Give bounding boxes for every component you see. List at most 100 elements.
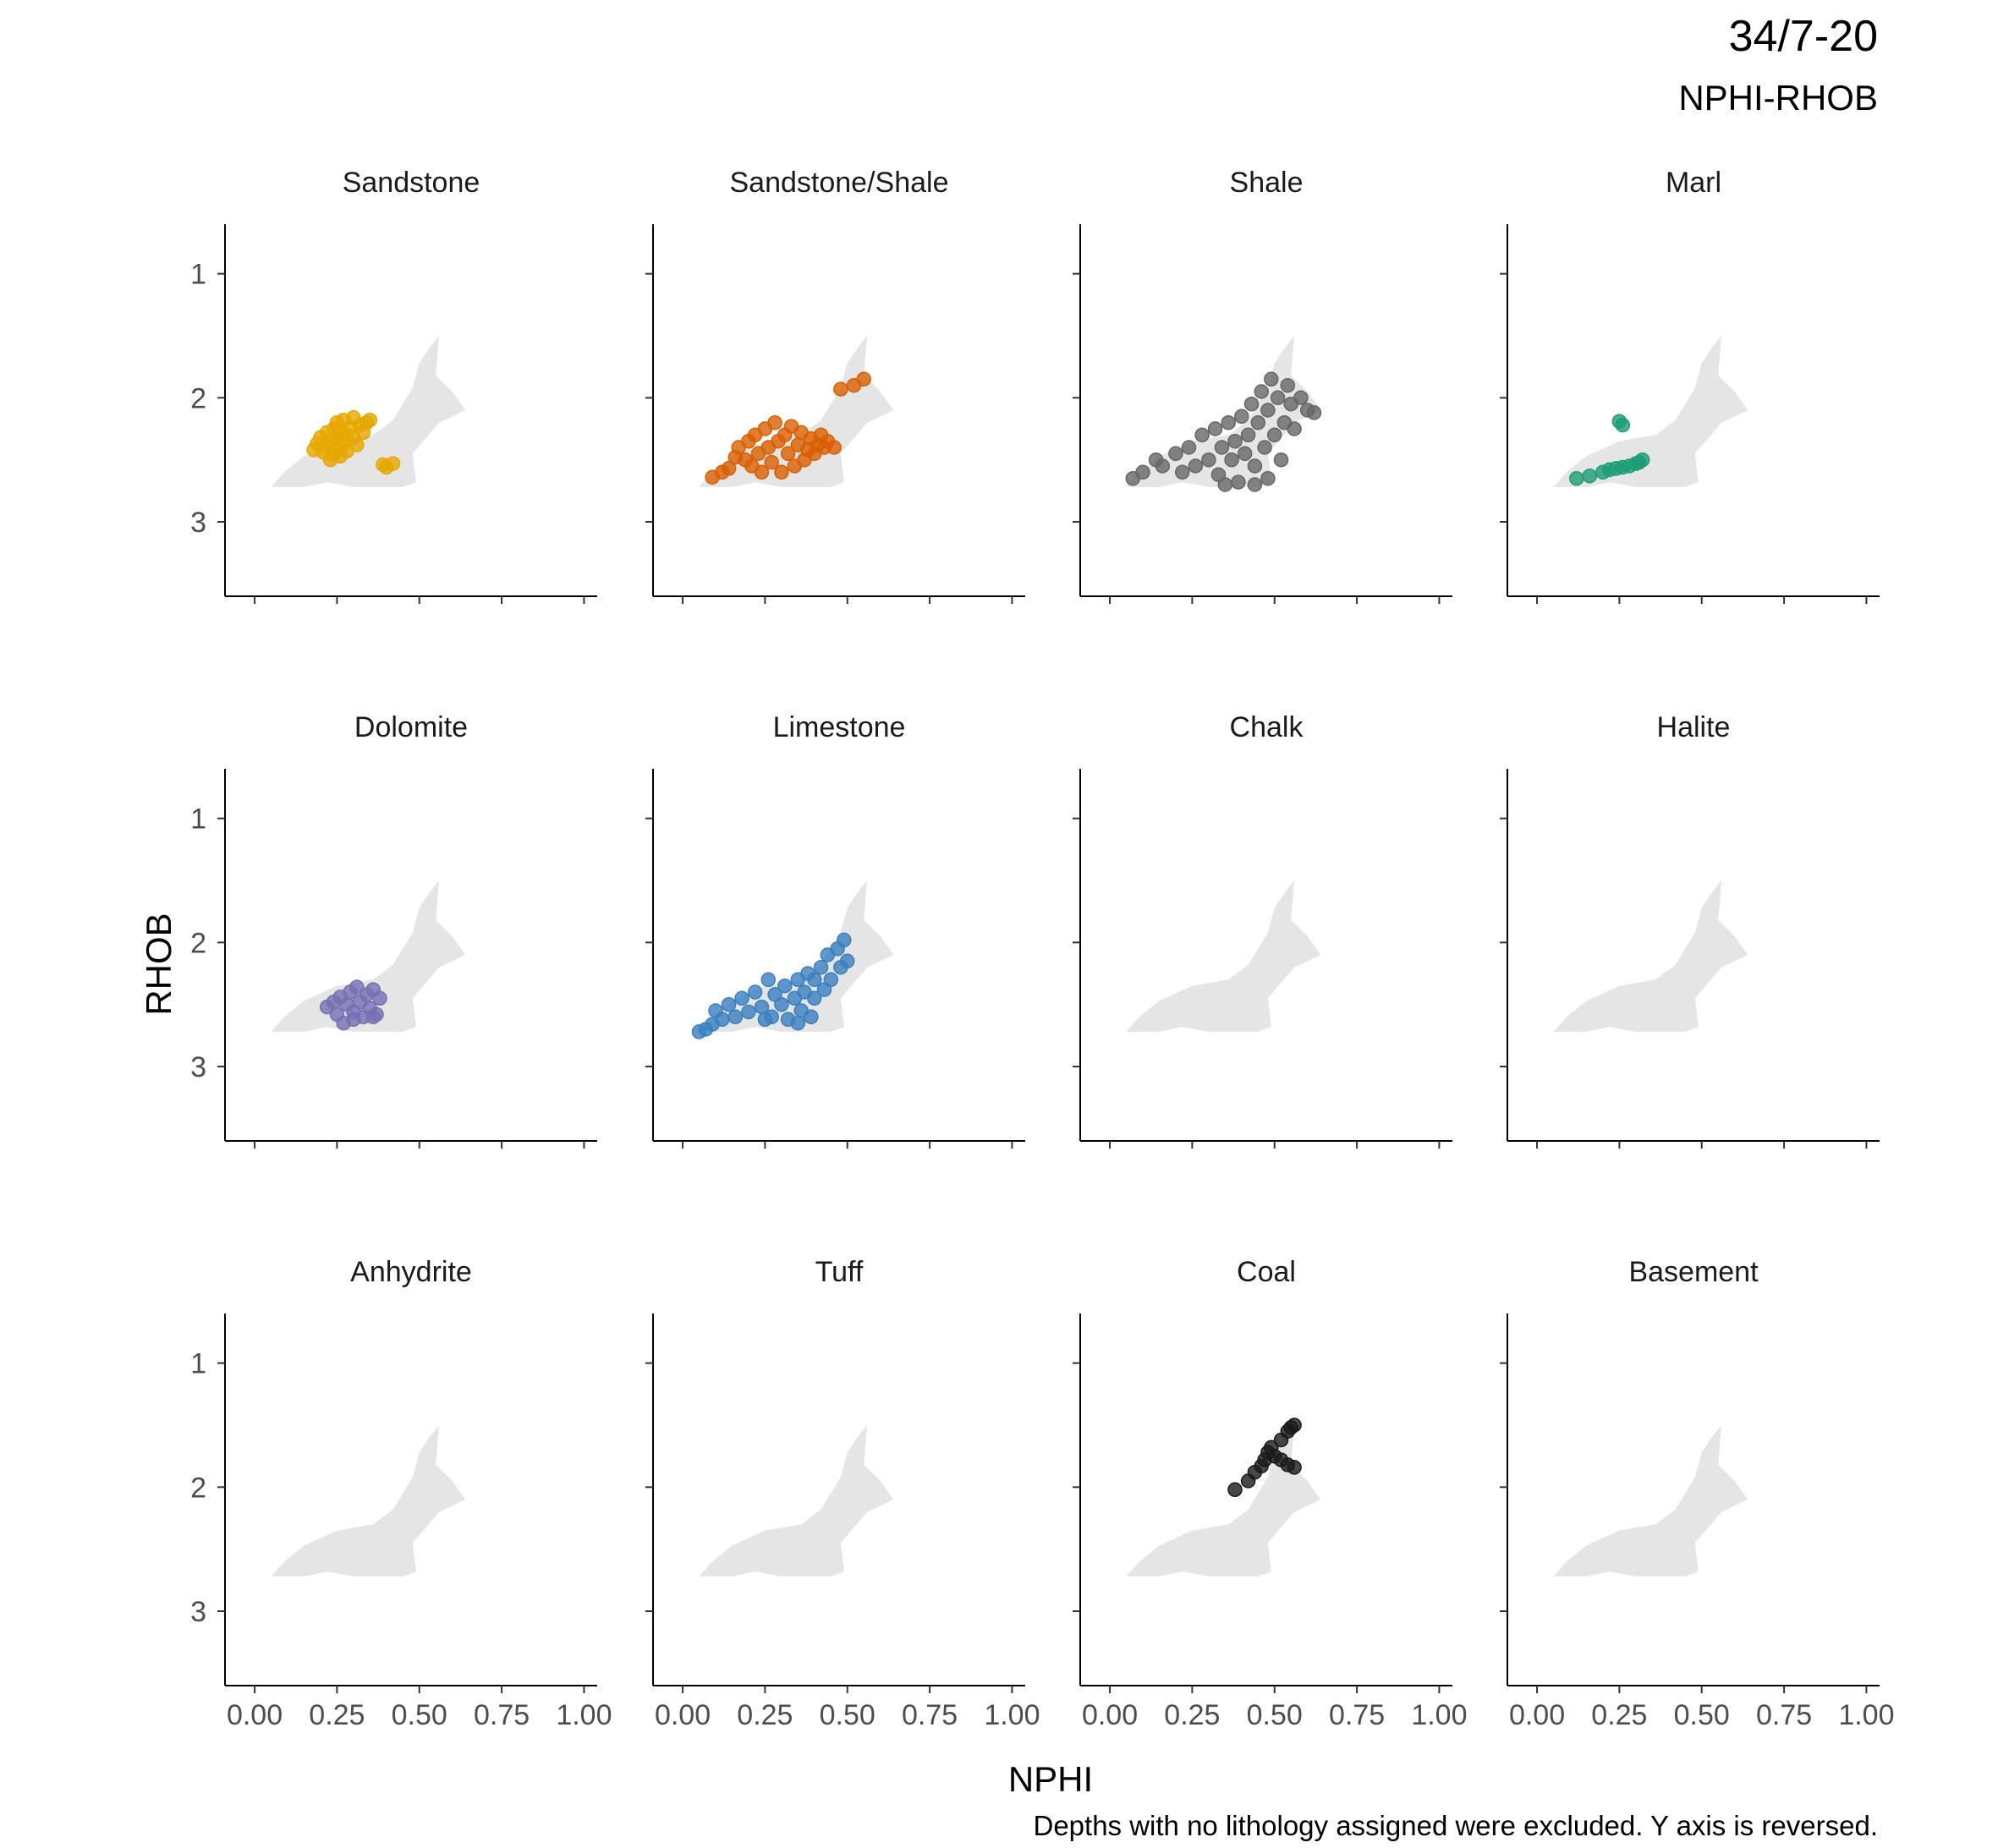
data-point <box>721 461 737 476</box>
data-point <box>790 1015 806 1031</box>
x-tick-label: 0.00 <box>1082 1699 1138 1731</box>
data-point <box>1283 1420 1298 1435</box>
data-point <box>734 990 749 1006</box>
facet-label: Shale <box>1230 167 1304 199</box>
data-point <box>1188 458 1204 474</box>
data-point <box>1207 421 1223 436</box>
y-tick-label: 3 <box>190 1051 206 1083</box>
data-point <box>833 381 848 397</box>
chart-title: 34/7-20 <box>1729 12 1878 61</box>
background-data-extent <box>699 336 894 487</box>
data-point <box>705 469 720 485</box>
background-data-extent <box>1553 880 1748 1032</box>
data-point <box>807 990 822 1006</box>
facet-panels: Sandstone 1 2 3 Sandstone/Shale Shale Marl Dolo… <box>190 167 1894 1731</box>
y-tick-label: 1 <box>190 259 206 291</box>
y-tick-label: 3 <box>190 507 206 539</box>
data-point <box>1260 403 1276 418</box>
y-tick-label: 2 <box>190 927 206 959</box>
x-tick-label: 0.50 <box>820 1699 875 1731</box>
facet-anhydrite: Anhydrite 1 2 3 0.00 0.25 0.50 0.75 1.00 <box>190 1256 612 1731</box>
facet-chalk: Chalk <box>1073 711 1452 1149</box>
x-tick-label: 0.25 <box>1164 1699 1220 1731</box>
data-point <box>1582 468 1598 484</box>
facet-label: Sandstone/Shale <box>730 167 949 199</box>
data-point <box>1266 427 1282 443</box>
data-point <box>362 412 378 428</box>
x-tick-label: 0.50 <box>1674 1699 1730 1731</box>
x-tick-label: 0.00 <box>655 1699 711 1731</box>
facet-sandstone: Sandstone 1 2 3 <box>190 167 597 604</box>
data-point <box>365 1009 381 1025</box>
data-point <box>1174 464 1190 480</box>
data-point <box>1155 458 1171 474</box>
data-point <box>741 1004 756 1020</box>
data-point <box>727 1009 744 1025</box>
facet-label: Marl <box>1666 167 1721 199</box>
data-point <box>823 972 839 988</box>
data-point <box>1250 414 1266 430</box>
y-tick-label: 3 <box>190 1596 206 1628</box>
data-point <box>767 414 782 430</box>
data-point <box>1194 427 1210 443</box>
facet-tuff: Tuff 0.00 0.25 0.50 0.75 1.00 <box>645 1256 1040 1731</box>
background-data-extent <box>1126 880 1321 1032</box>
facet-label: Tuff <box>815 1256 864 1288</box>
x-tick-label: 0.50 <box>1247 1699 1303 1731</box>
data-point <box>757 1012 773 1028</box>
chart-subtitle: NPHI-RHOB <box>1678 78 1878 118</box>
data-point <box>1227 1482 1243 1498</box>
data-point <box>856 371 871 387</box>
y-tick-label: 2 <box>190 382 206 414</box>
data-point <box>1280 377 1296 393</box>
data-point <box>349 437 365 452</box>
data-point <box>715 1012 730 1028</box>
data-point <box>1260 470 1276 486</box>
facet-sandstone-shale: Sandstone/Shale <box>645 167 1025 604</box>
x-tick-label: 1.00 <box>1411 1699 1467 1731</box>
data-point <box>721 996 737 1012</box>
x-tick-label: 0.75 <box>1756 1699 1812 1731</box>
facet-shale: Shale <box>1073 167 1452 604</box>
data-point <box>1264 371 1279 387</box>
data-point <box>1634 452 1650 468</box>
x-tick-label: 0.00 <box>227 1699 283 1731</box>
data-point <box>1135 464 1150 480</box>
background-data-extent <box>1553 1425 1748 1577</box>
background-data-extent <box>271 336 466 487</box>
data-point <box>837 932 852 948</box>
x-tick-label: 1.00 <box>556 1699 612 1731</box>
data-point <box>1227 433 1243 449</box>
facet-label: Halite <box>1657 711 1731 743</box>
data-point <box>1287 1460 1302 1475</box>
data-point <box>813 959 829 975</box>
y-tick-label: 1 <box>190 1348 206 1380</box>
data-point <box>346 1012 361 1028</box>
data-point <box>1221 414 1236 430</box>
data-point <box>379 459 394 475</box>
data-point <box>839 953 855 969</box>
background-data-extent <box>1126 1425 1321 1577</box>
data-point <box>780 446 796 462</box>
data-point <box>372 990 387 1006</box>
data-point <box>1257 440 1272 455</box>
data-point <box>807 972 822 988</box>
y-axis-title: RHOB <box>139 913 178 1015</box>
data-point <box>1270 390 1286 406</box>
x-tick-label: 0.25 <box>737 1699 793 1731</box>
x-tick-label: 1.00 <box>984 1699 1040 1731</box>
data-point <box>1569 470 1584 486</box>
facet-label: Chalk <box>1230 711 1304 743</box>
data-point <box>1214 440 1230 455</box>
y-tick-label: 2 <box>190 1472 206 1504</box>
data-point <box>349 979 365 995</box>
facet-label: Basement <box>1628 1256 1759 1288</box>
x-tick-label: 0.75 <box>474 1699 530 1731</box>
x-tick-label: 0.00 <box>1509 1699 1565 1731</box>
x-tick-label: 0.25 <box>309 1699 365 1731</box>
data-point <box>1217 477 1233 492</box>
facet-basement: Basement 0.00 0.25 0.50 0.75 1.00 <box>1500 1256 1895 1731</box>
facet-label: Anhydrite <box>350 1256 472 1288</box>
data-point <box>332 448 349 464</box>
data-point <box>774 464 789 480</box>
